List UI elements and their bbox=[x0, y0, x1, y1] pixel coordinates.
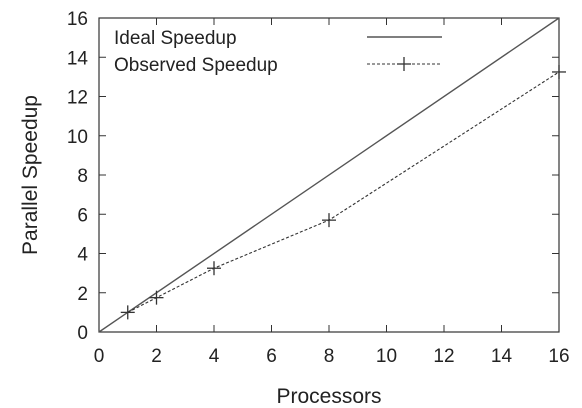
x-tick-label: 14 bbox=[491, 346, 513, 367]
y-tick-label: 12 bbox=[67, 88, 88, 109]
y-axis-title: Parallel Speedup bbox=[19, 95, 42, 255]
y-tick-label: 4 bbox=[77, 245, 88, 266]
x-tick-label: 6 bbox=[266, 346, 277, 367]
x-tick-label: 0 bbox=[94, 346, 105, 367]
y-tick-label: 6 bbox=[77, 205, 88, 226]
series-line-1 bbox=[127, 71, 560, 313]
plus-marker bbox=[120, 305, 135, 320]
plus-marker bbox=[397, 57, 411, 71]
x-axis: 0 2 4 6 8 10 12 14 16 bbox=[94, 18, 570, 367]
x-tick-label: 4 bbox=[209, 346, 220, 367]
x-tick-label: 8 bbox=[324, 346, 335, 367]
y-axis: 0 2 4 6 8 10 12 14 16 bbox=[67, 9, 559, 344]
plus-marker bbox=[552, 64, 566, 79]
legend: Ideal Speedup Observed Speedup bbox=[114, 28, 442, 76]
plus-marker bbox=[207, 261, 221, 276]
plus-marker bbox=[149, 290, 164, 305]
legend-label: Observed Speedup bbox=[114, 55, 278, 76]
x-tick-label: 2 bbox=[151, 346, 162, 367]
x-axis-title: Processors bbox=[276, 385, 381, 408]
y-tick-label: 16 bbox=[67, 9, 88, 30]
x-tick-label: 10 bbox=[376, 346, 397, 367]
legend-label: Ideal Speedup bbox=[114, 28, 237, 49]
y-tick-label: 10 bbox=[67, 127, 88, 148]
y-tick-label: 0 bbox=[77, 323, 88, 344]
x-tick-label: 12 bbox=[433, 346, 454, 367]
x-tick-label: 16 bbox=[548, 346, 569, 367]
y-tick-label: 14 bbox=[67, 48, 89, 69]
y-tick-label: 8 bbox=[77, 166, 88, 187]
plus-marker bbox=[322, 213, 336, 228]
series-layer bbox=[98, 17, 566, 333]
y-tick-label: 2 bbox=[77, 284, 88, 305]
series-line-0 bbox=[98, 17, 560, 333]
